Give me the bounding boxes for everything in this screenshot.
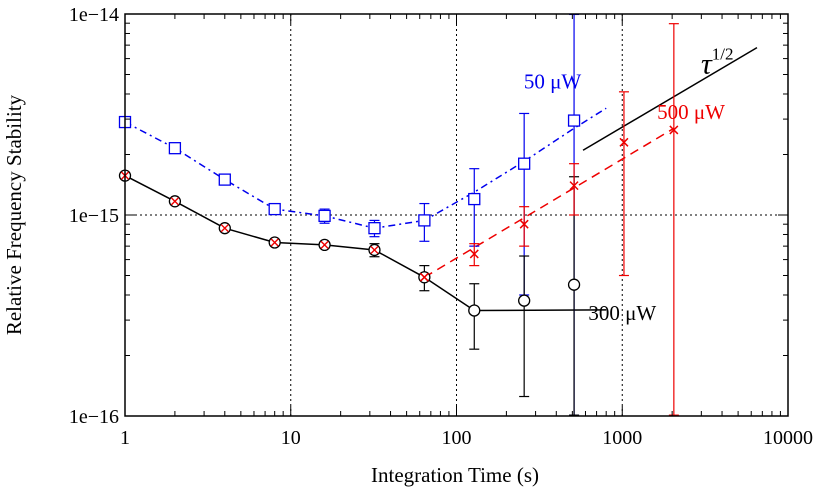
- combined-marker-cross: [220, 224, 229, 233]
- series-50uw-point: [318, 209, 331, 223]
- series-line: [424, 127, 675, 278]
- series-500uw-point: [469, 249, 479, 259]
- series-line: [124, 107, 607, 229]
- series-annotation: 50 μW: [524, 70, 582, 94]
- tau-half-line: [582, 47, 758, 151]
- series-500uw-point: [669, 125, 679, 135]
- x-tick-label: 10: [281, 427, 301, 449]
- series-50uw-point: [518, 157, 531, 170]
- x-tick-label: 1000: [602, 427, 642, 449]
- series-500uw-point: [569, 181, 579, 191]
- series-line: [124, 174, 607, 312]
- y-tick-label: 1e−14: [69, 4, 119, 26]
- tau-half-label: τ1/2: [701, 45, 733, 81]
- series-annotation: 500 μW: [657, 100, 725, 124]
- combined-marker-cross: [370, 245, 379, 255]
- x-tick-label: 100: [442, 427, 472, 449]
- combined-marker-cross: [270, 238, 279, 247]
- grid-lines: [125, 14, 788, 416]
- error-bars: [319, 13, 679, 416]
- series-annotation: 300 μW: [588, 301, 656, 325]
- series-lines: [124, 107, 675, 312]
- y-axis-label: Relative Frequency Stability: [2, 94, 26, 335]
- series-50uw-point: [218, 173, 231, 186]
- combined-marker-cross: [420, 273, 429, 282]
- data-markers: [118, 114, 679, 317]
- x-tick-label: 1: [120, 427, 130, 449]
- x-axis-label: Integration Time (s): [371, 463, 539, 487]
- series-500uw-point: [519, 219, 529, 229]
- series-300uw-point: [468, 304, 481, 317]
- y-tick-label: 1e−15: [69, 205, 119, 227]
- series-300uw-point: [567, 278, 581, 291]
- tau-half-reference: τ1/2: [582, 45, 758, 151]
- combined-marker-cross: [320, 240, 329, 249]
- series-50uw-point: [168, 142, 182, 155]
- series-300uw-point: [518, 294, 531, 307]
- series-50uw-point: [368, 222, 381, 235]
- tau-exponent: 1/2: [712, 45, 734, 64]
- series-50uw-point: [468, 192, 481, 206]
- series-50uw-point: [418, 214, 431, 227]
- series-annotations: 50 μW 500 μW 300 μW: [524, 70, 725, 325]
- tau-symbol: τ: [701, 48, 713, 81]
- series-50uw-point: [567, 114, 581, 127]
- x-tick-label: 10000: [763, 427, 813, 449]
- series-50uw-point: [268, 202, 281, 216]
- y-tick-label: 1e−16: [69, 406, 119, 428]
- series-500uw-point: [619, 137, 629, 147]
- combined-marker-cross: [170, 197, 179, 206]
- axis-ticks: 1 10 100 1000 10000 1e−16 1e−15 1e−14: [69, 4, 813, 449]
